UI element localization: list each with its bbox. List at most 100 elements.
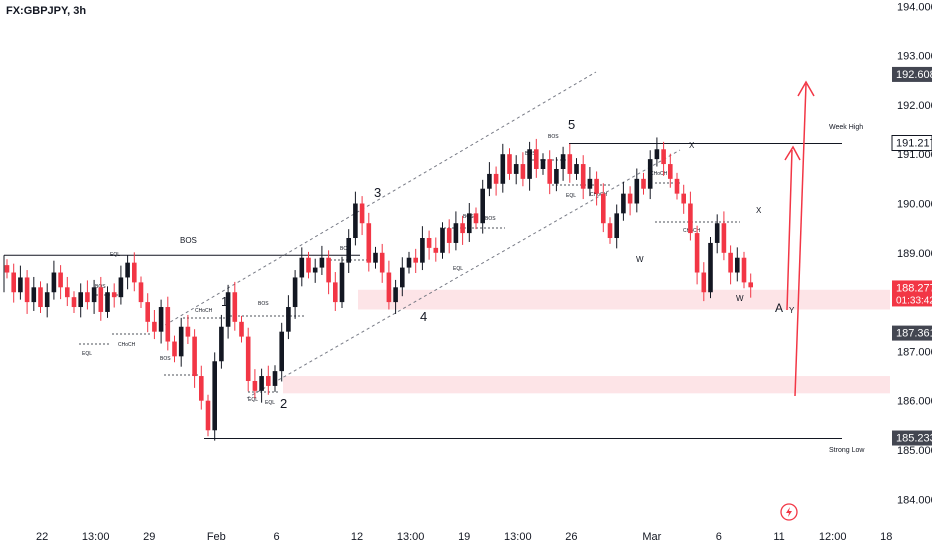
price-badge-countdown: 01:33:42	[896, 295, 932, 306]
candle	[594, 171, 599, 206]
candle-body	[674, 178, 680, 194]
candle-body	[507, 154, 512, 174]
candle	[333, 272, 338, 311]
price-badge-bg	[892, 66, 932, 82]
candle	[78, 283, 83, 318]
candle	[567, 143, 573, 183]
candle	[741, 251, 747, 289]
candle	[721, 211, 727, 261]
time-tick-label: 6	[274, 531, 280, 543]
channel-lower-line	[246, 149, 681, 399]
candle-body	[547, 159, 552, 184]
candle-body	[741, 257, 747, 283]
time-tick-label: 22	[36, 531, 48, 543]
level-label-0: Week High	[829, 124, 863, 131]
wave-label-w-9: W	[736, 294, 744, 303]
candle	[574, 158, 579, 180]
candle	[359, 196, 365, 236]
candle-body	[406, 257, 412, 268]
candle	[252, 369, 258, 399]
candle-body	[400, 267, 405, 288]
candle	[165, 296, 171, 351]
candle-body	[359, 203, 365, 224]
candle-body	[225, 292, 231, 327]
candle	[647, 150, 653, 200]
smc-label-bos-3: BOS	[340, 246, 351, 252]
candles	[4, 137, 753, 441]
candle-body	[426, 238, 432, 248]
candle-body	[71, 297, 77, 308]
chart-symbol-title: FX:GBPJPY, 3h	[6, 5, 87, 17]
candle-body	[232, 292, 238, 322]
candle	[386, 260, 392, 310]
candle	[688, 191, 693, 241]
candle	[487, 162, 492, 197]
candle	[266, 365, 271, 395]
wave-labels: 1 2 3 4 5 A W X Y W X	[221, 117, 795, 411]
candle	[668, 153, 673, 188]
price-badge-bg	[891, 135, 932, 152]
candle	[446, 219, 452, 254]
candle-body	[634, 178, 640, 204]
candle-body	[38, 287, 43, 308]
candle	[547, 150, 552, 195]
candle	[701, 262, 707, 302]
smc-label-eql-17: EQL	[265, 400, 275, 406]
candle	[24, 270, 30, 314]
candle	[580, 155, 586, 200]
candle	[393, 279, 398, 314]
candle-body	[480, 188, 485, 224]
candle	[132, 252, 137, 292]
candle-body	[346, 238, 351, 263]
time-tick-label: 29	[143, 531, 155, 543]
candle-body	[11, 272, 16, 293]
candle-body	[540, 159, 546, 169]
candle-body	[152, 321, 157, 332]
candle	[38, 281, 43, 313]
candle	[18, 265, 23, 300]
candle	[326, 250, 331, 295]
candle-body	[91, 287, 97, 303]
time-axis: 22 13:00 29 Feb 6 12 13:00 19 13:00 26 Mar 6 11 12:00…	[36, 531, 892, 543]
smc-label-bos-5: BOS	[485, 216, 496, 222]
candle	[319, 245, 325, 275]
candle	[467, 203, 472, 242]
candle-body	[413, 257, 418, 263]
wave-label-5-4: 5	[568, 117, 575, 132]
lightning-icon[interactable]	[780, 503, 798, 521]
candle	[158, 299, 164, 344]
candle-body	[138, 282, 144, 303]
candle-body	[641, 178, 646, 189]
candle-body	[145, 302, 150, 322]
smc-label-choch-10: CHoCH	[650, 171, 668, 177]
candle-body	[708, 242, 713, 293]
smc-label-choch-8: CHoCH	[195, 308, 213, 314]
candle	[426, 230, 432, 260]
channel-upper-line	[159, 71, 597, 329]
candle	[641, 172, 646, 195]
candle-body	[520, 164, 526, 179]
candle	[728, 245, 733, 285]
time-tick-label: 13:00	[504, 531, 532, 543]
candle-body	[433, 247, 439, 253]
candle-body	[661, 149, 666, 165]
candle	[433, 237, 439, 262]
projection-arrow-line-long	[794, 83, 807, 397]
candle	[400, 257, 405, 297]
price-tick-label: 186.000	[897, 396, 932, 408]
price-badge-0: 192.608	[892, 66, 932, 82]
candle-body	[212, 361, 217, 431]
candle-body	[493, 173, 499, 184]
candle	[440, 222, 445, 259]
candle-body	[654, 149, 660, 160]
candle	[145, 293, 150, 333]
candle-body	[607, 223, 613, 239]
candle-body	[460, 223, 465, 234]
candle	[453, 211, 459, 251]
smc-label-choch-11: CHoCH	[590, 192, 608, 198]
candle	[607, 217, 613, 244]
candle	[219, 314, 224, 369]
candle	[232, 281, 238, 331]
